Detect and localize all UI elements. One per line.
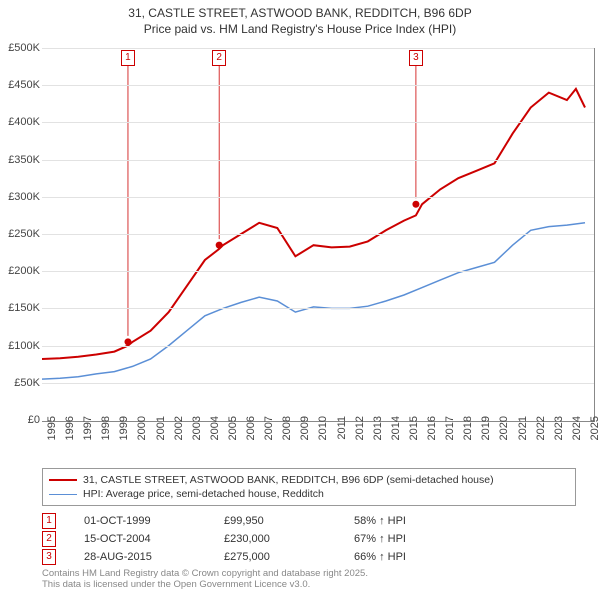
x-tick-label: 1998	[100, 416, 112, 456]
sales-row: 2 15-OCT-2004£230,00067% ↑ HPI	[42, 530, 474, 548]
sales-table: 1 01-OCT-1999£99,95058% ↑ HPI 2 15-OCT-2004…	[42, 512, 474, 566]
legend-label: 31, CASTLE STREET, ASTWOOD BANK, REDDITC…	[83, 474, 494, 486]
x-tick-label: 2020	[498, 416, 510, 456]
sale-point-3	[412, 201, 419, 208]
sale-marker-box-3: 3	[409, 50, 423, 66]
sales-row-pct: 67% ↑ HPI	[354, 533, 474, 545]
grid-line	[42, 122, 594, 123]
x-tick-label: 2013	[372, 416, 384, 456]
x-tick-label: 2019	[480, 416, 492, 456]
y-tick-label: £300K	[8, 191, 40, 203]
y-tick-label: £50K	[14, 377, 40, 389]
y-tick-label: £100K	[8, 340, 40, 352]
grid-line	[42, 234, 594, 235]
footer-line-1: Contains HM Land Registry data © Crown c…	[42, 568, 368, 579]
sales-row-date: 01-OCT-1999	[84, 515, 224, 527]
x-tick-label: 1995	[46, 416, 58, 456]
sales-row-price: £99,950	[224, 515, 354, 527]
x-tick-label: 2022	[535, 416, 547, 456]
sales-row-marker: 2	[42, 531, 56, 547]
grid-line	[42, 308, 594, 309]
y-tick-label: £250K	[8, 228, 40, 240]
x-tick-label: 2002	[173, 416, 185, 456]
x-tick-label: 2018	[462, 416, 474, 456]
title-line-1: 31, CASTLE STREET, ASTWOOD BANK, REDDITC…	[0, 6, 600, 22]
x-tick-label: 2015	[408, 416, 420, 456]
chart-container: 31, CASTLE STREET, ASTWOOD BANK, REDDITC…	[0, 0, 600, 590]
legend-row: HPI: Average price, semi-detached house,…	[49, 487, 569, 501]
x-tick-label: 2021	[517, 416, 529, 456]
x-tick-label: 2012	[354, 416, 366, 456]
x-tick-label: 2016	[426, 416, 438, 456]
y-tick-label: £0	[28, 414, 40, 426]
sales-row-pct: 58% ↑ HPI	[354, 515, 474, 527]
grid-line	[42, 271, 594, 272]
legend-swatch	[49, 479, 77, 481]
x-tick-label: 2010	[317, 416, 329, 456]
x-tick-label: 2006	[245, 416, 257, 456]
x-tick-label: 2001	[155, 416, 167, 456]
x-tick-label: 2025	[589, 416, 600, 456]
sales-row: 3 28-AUG-2015£275,00066% ↑ HPI	[42, 548, 474, 566]
x-tick-label: 2009	[299, 416, 311, 456]
grid-line	[42, 197, 594, 198]
chart-title: 31, CASTLE STREET, ASTWOOD BANK, REDDITC…	[0, 0, 600, 37]
y-tick-label: £400K	[8, 116, 40, 128]
x-tick-label: 1997	[82, 416, 94, 456]
legend: 31, CASTLE STREET, ASTWOOD BANK, REDDITC…	[42, 468, 576, 506]
x-tick-label: 2003	[191, 416, 203, 456]
series-property	[42, 89, 585, 359]
sale-point-2	[216, 242, 223, 249]
legend-row: 31, CASTLE STREET, ASTWOOD BANK, REDDITC…	[49, 473, 569, 487]
x-tick-label: 2004	[209, 416, 221, 456]
x-tick-label: 2000	[136, 416, 148, 456]
grid-line	[42, 160, 594, 161]
sale-marker-box-1: 1	[121, 50, 135, 66]
x-tick-label: 2008	[281, 416, 293, 456]
sales-row: 1 01-OCT-1999£99,95058% ↑ HPI	[42, 512, 474, 530]
x-tick-label: 1996	[64, 416, 76, 456]
sale-point-1	[124, 338, 131, 345]
sales-row-date: 28-AUG-2015	[84, 551, 224, 563]
sales-row-date: 15-OCT-2004	[84, 533, 224, 545]
x-tick-label: 1999	[118, 416, 130, 456]
sales-row-marker: 1	[42, 513, 56, 529]
footer-line-2: This data is licensed under the Open Gov…	[42, 579, 368, 590]
sales-row-pct: 66% ↑ HPI	[354, 551, 474, 563]
y-tick-label: £350K	[8, 154, 40, 166]
y-tick-label: £150K	[8, 302, 40, 314]
y-tick-label: £200K	[8, 265, 40, 277]
x-tick-label: 2023	[553, 416, 565, 456]
x-tick-label: 2007	[263, 416, 275, 456]
y-tick-label: £450K	[8, 79, 40, 91]
sales-row-marker: 3	[42, 549, 56, 565]
x-tick-label: 2014	[390, 416, 402, 456]
x-tick-label: 2011	[336, 416, 348, 456]
x-tick-label: 2017	[444, 416, 456, 456]
sale-marker-box-2: 2	[212, 50, 226, 66]
sales-row-price: £230,000	[224, 533, 354, 545]
grid-line	[42, 85, 594, 86]
title-line-2: Price paid vs. HM Land Registry's House …	[0, 22, 600, 38]
grid-line	[42, 48, 594, 49]
x-tick-label: 2024	[571, 416, 583, 456]
legend-swatch	[49, 494, 77, 495]
legend-label: HPI: Average price, semi-detached house,…	[83, 488, 324, 500]
grid-line	[42, 346, 594, 347]
x-tick-label: 2005	[227, 416, 239, 456]
y-tick-label: £500K	[8, 42, 40, 54]
sales-row-price: £275,000	[224, 551, 354, 563]
grid-line	[42, 383, 594, 384]
footer-attribution: Contains HM Land Registry data © Crown c…	[42, 568, 368, 591]
